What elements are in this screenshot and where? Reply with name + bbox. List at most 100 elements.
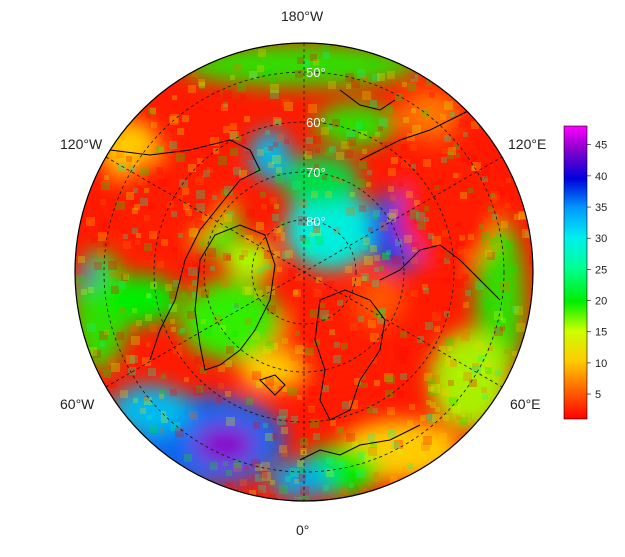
data-pixel bbox=[453, 143, 460, 150]
data-pixel bbox=[456, 173, 461, 178]
data-pixel bbox=[138, 176, 147, 185]
data-pixel bbox=[388, 168, 396, 176]
data-pixel bbox=[161, 416, 168, 423]
data-pixel bbox=[356, 179, 365, 188]
data-pixel bbox=[133, 188, 138, 193]
data-pixel bbox=[422, 284, 428, 290]
data-pixel bbox=[381, 282, 386, 287]
data-pixel bbox=[485, 250, 492, 257]
data-pixel bbox=[130, 324, 138, 332]
data-pixel bbox=[300, 235, 306, 241]
data-pixel bbox=[432, 414, 440, 422]
data-pixel bbox=[91, 237, 97, 243]
map-boundary bbox=[74, 42, 534, 502]
data-pixel bbox=[360, 487, 367, 494]
data-pixel bbox=[226, 417, 235, 426]
data-pixel bbox=[207, 248, 216, 257]
colorbar-tick-label: 40 bbox=[595, 171, 607, 183]
data-pixel bbox=[356, 122, 363, 129]
data-pixel bbox=[255, 474, 263, 482]
data-pixel bbox=[86, 294, 91, 299]
data-pixel bbox=[379, 222, 388, 231]
data-pixel bbox=[329, 146, 336, 153]
data-pixel bbox=[225, 482, 233, 490]
data-pixel bbox=[161, 411, 166, 416]
data-pixel bbox=[239, 170, 247, 178]
data-pixel bbox=[273, 385, 279, 391]
data-pixel bbox=[341, 141, 349, 149]
data-pixel bbox=[410, 210, 419, 219]
data-pixel bbox=[144, 243, 152, 251]
data-pixel bbox=[372, 135, 379, 142]
data-pixel bbox=[108, 261, 117, 270]
data-pixel bbox=[159, 179, 167, 187]
data-pixel bbox=[450, 360, 457, 367]
data-pixel bbox=[295, 345, 304, 354]
data-pixel bbox=[159, 147, 164, 152]
data-pixel bbox=[244, 116, 250, 122]
data-pixel bbox=[207, 167, 213, 173]
data-pixel bbox=[218, 383, 224, 389]
data-pixel bbox=[442, 148, 448, 154]
data-pixel bbox=[126, 355, 135, 364]
data-pixel bbox=[171, 327, 176, 332]
data-pixel bbox=[294, 497, 301, 501]
data-pixel bbox=[123, 241, 131, 249]
data-pixel bbox=[210, 137, 219, 146]
data-pixel bbox=[448, 380, 454, 386]
data-pixel bbox=[118, 281, 126, 289]
data-pixel bbox=[300, 486, 309, 495]
data-pixel bbox=[361, 243, 368, 250]
data-pixel bbox=[150, 108, 156, 114]
data-pixel bbox=[313, 228, 321, 236]
data-pixel bbox=[302, 237, 310, 245]
coastline-north-america bbox=[109, 139, 261, 361]
data-pixel bbox=[111, 363, 120, 372]
data-pixel bbox=[362, 91, 371, 100]
data-pixel bbox=[267, 305, 276, 314]
data-pixel bbox=[463, 302, 469, 308]
data-pixel bbox=[213, 90, 220, 97]
data-pixel bbox=[391, 438, 398, 445]
data-pixel bbox=[264, 147, 270, 153]
data-pixel bbox=[270, 480, 275, 485]
data-pixel bbox=[193, 387, 201, 395]
data-pixel bbox=[282, 338, 288, 344]
data-pixel bbox=[76, 275, 85, 284]
data-pixel bbox=[284, 387, 289, 392]
data-pixel bbox=[169, 304, 177, 312]
data-pixel bbox=[260, 192, 266, 198]
data-pixel bbox=[309, 338, 314, 343]
data-pixel bbox=[399, 356, 407, 364]
data-pixel bbox=[261, 462, 270, 471]
data-field bbox=[75, 43, 533, 501]
data-pixel bbox=[159, 428, 164, 433]
data-pixel bbox=[421, 110, 429, 118]
data-pixel bbox=[311, 191, 318, 198]
data-pixel bbox=[386, 375, 395, 384]
data-pixel bbox=[487, 252, 495, 260]
data-pixel bbox=[282, 387, 287, 392]
data-pixel bbox=[264, 250, 273, 259]
data-pixel bbox=[140, 167, 149, 176]
data-pixel bbox=[232, 303, 240, 311]
data-pixel bbox=[183, 203, 190, 210]
data-pixel bbox=[395, 93, 403, 101]
data-pixel bbox=[385, 390, 393, 398]
data-pixel bbox=[136, 233, 141, 238]
data-pixel bbox=[387, 407, 395, 415]
data-pixel bbox=[345, 349, 350, 354]
data-pixel bbox=[366, 182, 371, 187]
data-pixel bbox=[167, 201, 174, 208]
data-pixel bbox=[175, 428, 184, 437]
data-pixel bbox=[146, 342, 151, 347]
data-pixel bbox=[314, 164, 319, 169]
data-pixel bbox=[172, 95, 177, 100]
data-pixel bbox=[264, 69, 273, 78]
data-pixel bbox=[426, 80, 432, 86]
data-pixel bbox=[216, 397, 222, 403]
lat-label-50: 50° bbox=[306, 65, 326, 80]
data-pixel bbox=[258, 49, 266, 57]
data-pixel bbox=[461, 332, 470, 341]
